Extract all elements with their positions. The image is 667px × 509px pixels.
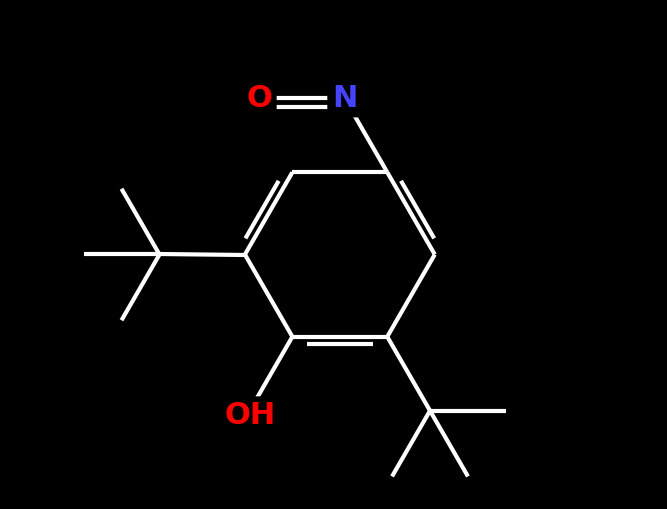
Text: O: O [246,84,272,113]
Text: N: N [332,84,358,113]
Text: OH: OH [224,401,275,430]
